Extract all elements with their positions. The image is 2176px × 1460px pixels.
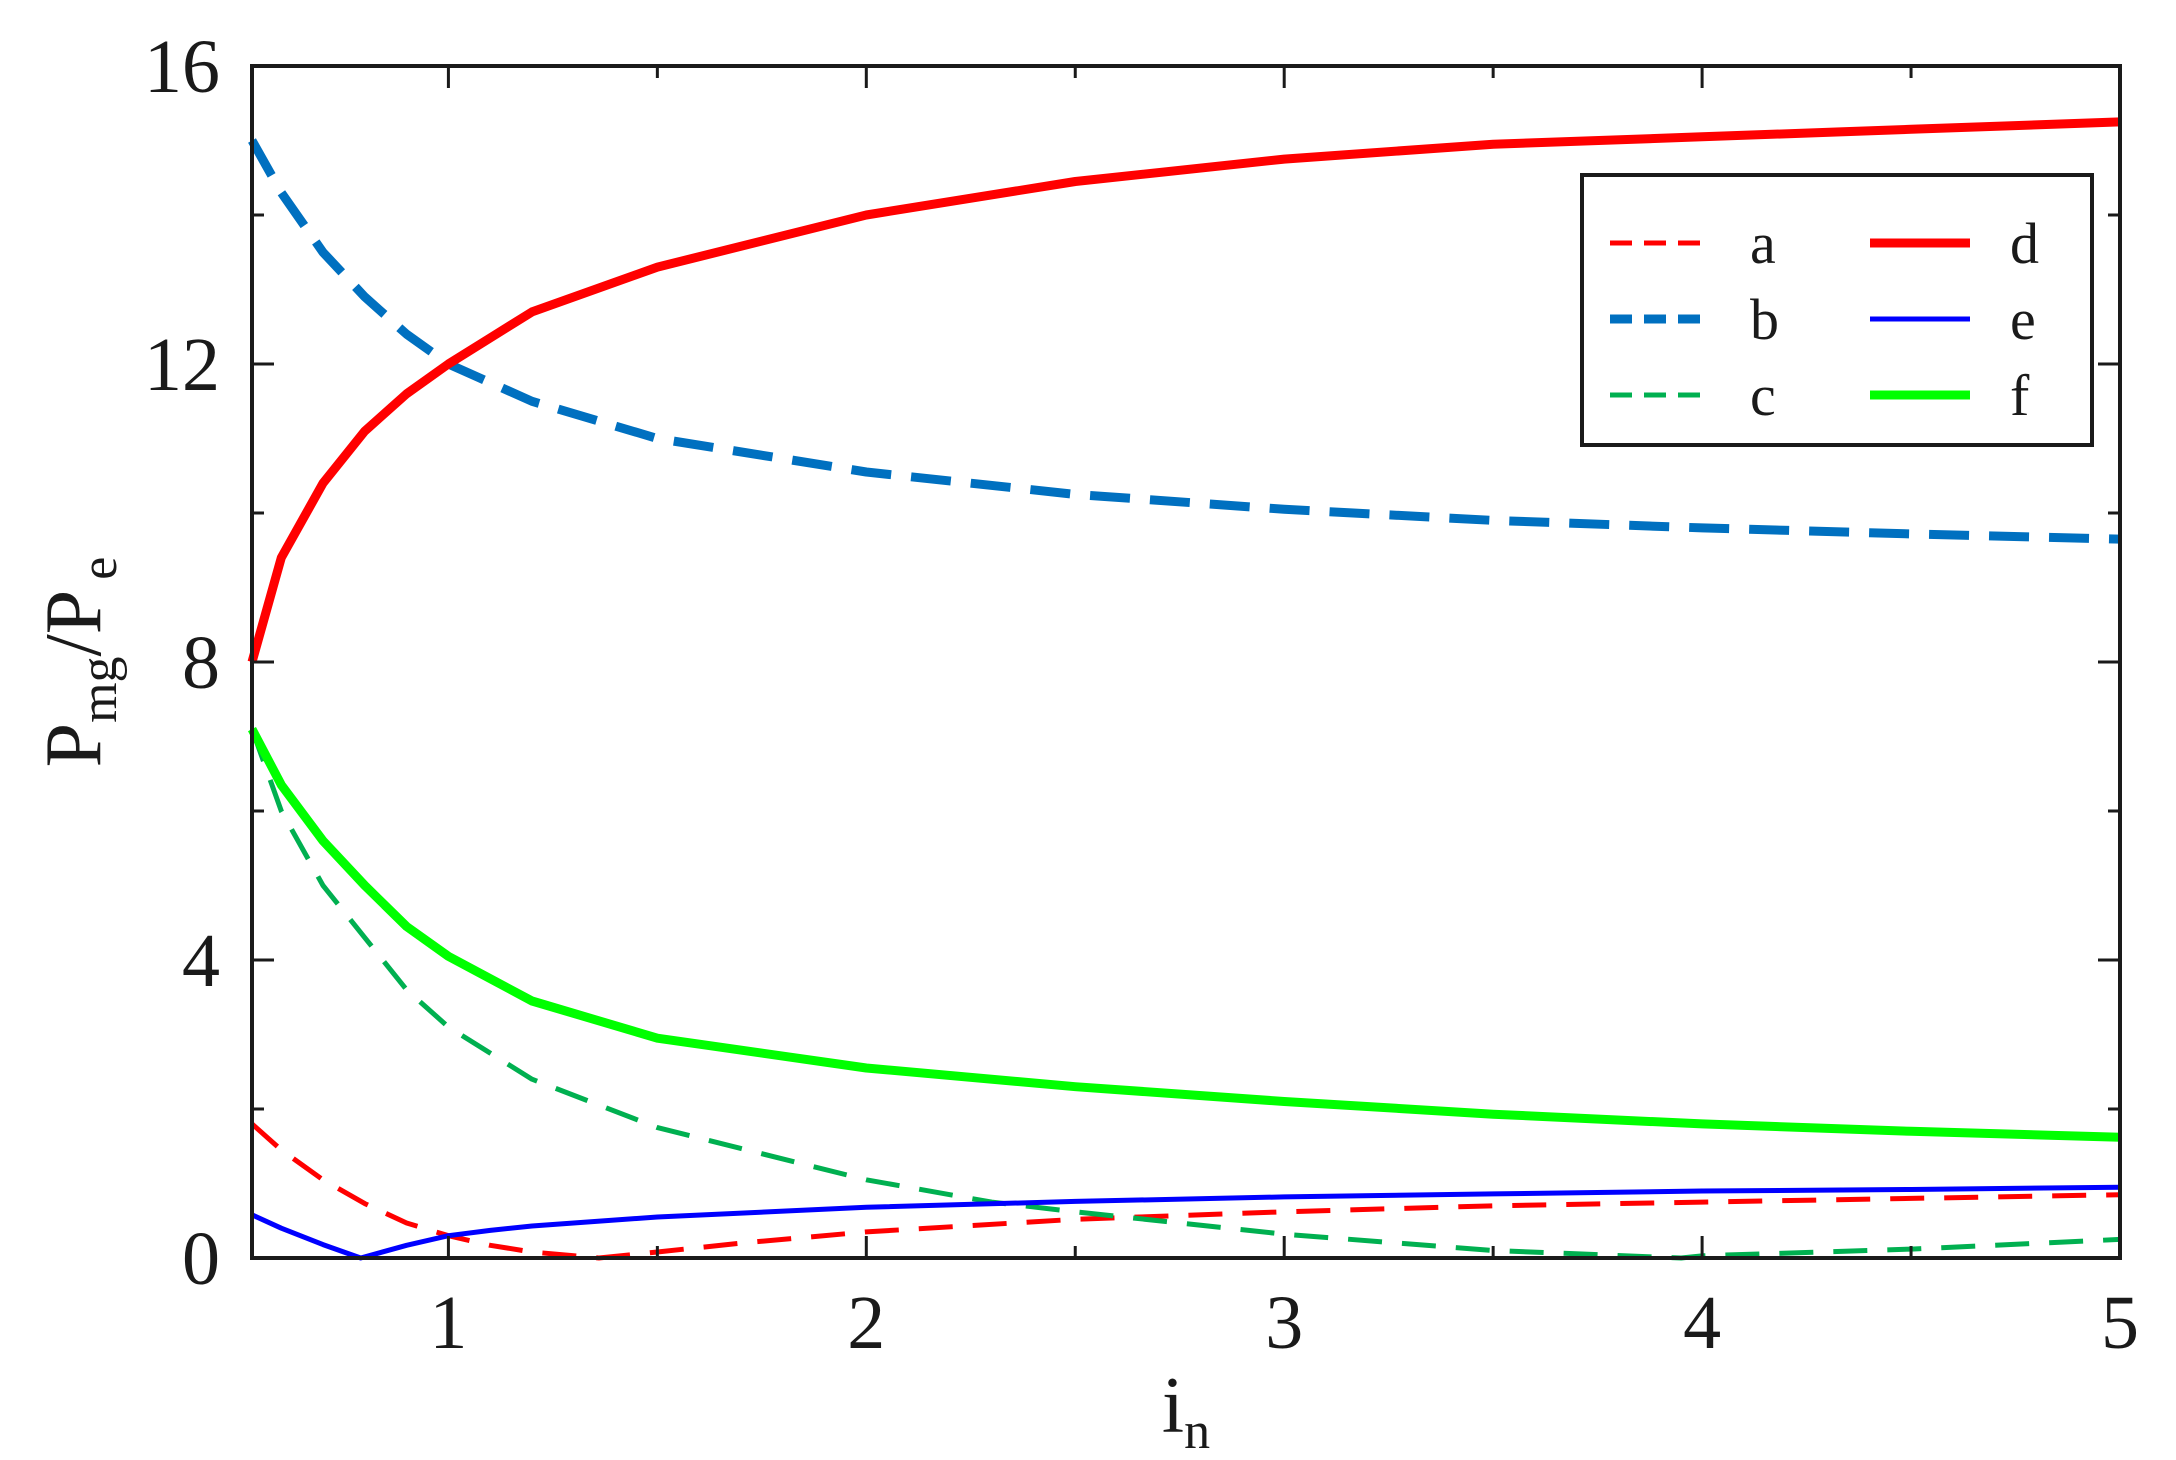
legend-label-a: a bbox=[1750, 211, 1776, 276]
x-axis-title: in bbox=[1162, 1362, 1210, 1460]
y-tick-label: 4 bbox=[182, 919, 220, 1003]
x-tick-label: 2 bbox=[847, 1281, 885, 1365]
y-axis-title-slash: / bbox=[30, 633, 118, 656]
y-axis-title-sub2: e bbox=[71, 557, 128, 580]
x-tick-label: 4 bbox=[1683, 1281, 1721, 1365]
series-d-line bbox=[247, 117, 2121, 664]
x-tick-label: 1 bbox=[429, 1281, 467, 1365]
series-b-line bbox=[248, 138, 2121, 544]
y-axis-title-p2: P bbox=[30, 590, 118, 635]
x-tick-label: 3 bbox=[1265, 1281, 1303, 1365]
x-axis-title-main: i bbox=[1162, 1362, 1184, 1450]
legend-box bbox=[1580, 173, 2094, 447]
y-tick-label: 16 bbox=[144, 25, 220, 109]
y-tick-label: 8 bbox=[182, 621, 220, 705]
x-axis-title-sub: n bbox=[1184, 1403, 1210, 1460]
legend-label-b: b bbox=[1750, 287, 1779, 352]
ticks-layer bbox=[252, 64, 2122, 1260]
legend-label-c: c bbox=[1750, 363, 1776, 428]
legend-items: abc def bbox=[1610, 211, 2039, 428]
legend-label-e: e bbox=[2010, 287, 2036, 352]
y-tick-label: 12 bbox=[144, 323, 220, 407]
y-tick-label: 0 bbox=[182, 1217, 220, 1301]
y-axis-title-sub1: mg bbox=[71, 656, 128, 722]
legend-label-f: f bbox=[2010, 363, 2030, 428]
y-axis-title-p1: P bbox=[30, 723, 118, 768]
series-f-line bbox=[248, 727, 2121, 1142]
y-axis-title: Pmg/Pe bbox=[30, 557, 128, 768]
series-e-line bbox=[250, 1184, 2121, 1261]
legend-label-d: d bbox=[2010, 211, 2039, 276]
series-c-line bbox=[249, 728, 2121, 1261]
x-tick-label: 5 bbox=[2101, 1281, 2139, 1365]
legend: abc def bbox=[1580, 173, 2094, 447]
